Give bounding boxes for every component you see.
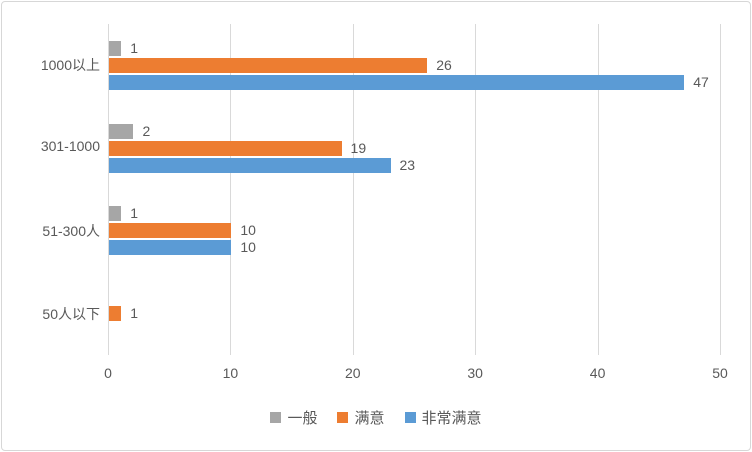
gridline-x-0 bbox=[108, 24, 109, 355]
data-label-very-satisfied-category-0: 47 bbox=[693, 73, 709, 90]
chart-legend: 一般 满意 非常满意 bbox=[2, 407, 750, 428]
data-label-average-category-1: 2 bbox=[142, 122, 151, 139]
bar-average-category-2 bbox=[109, 206, 122, 222]
legend-item-average: 一般 bbox=[270, 407, 317, 428]
legend-label-average: 一般 bbox=[287, 410, 318, 427]
bar-satisfied-category-3 bbox=[109, 306, 122, 322]
category-label-1: 301-1000 bbox=[40, 138, 100, 155]
x-tick-label-10: 10 bbox=[222, 365, 239, 381]
legend-swatch-satisfied bbox=[337, 412, 349, 423]
data-label-satisfied-category-1: 19 bbox=[350, 139, 367, 156]
legend-label-satisfied: 满意 bbox=[354, 410, 385, 427]
category-label-3: 50人以下 bbox=[42, 305, 100, 322]
data-label-satisfied-category-3: 1 bbox=[130, 305, 139, 322]
gridline-x-20 bbox=[352, 24, 354, 355]
legend-swatch-average bbox=[270, 412, 282, 423]
bar-satisfied-category-2 bbox=[109, 223, 232, 239]
x-tick-label-20: 20 bbox=[345, 365, 361, 381]
x-tick-label-40: 40 bbox=[589, 365, 606, 381]
legend-label-very-satisfied: 非常满意 bbox=[421, 410, 482, 427]
bar-average-category-0 bbox=[109, 40, 122, 56]
x-tick-label-30: 30 bbox=[467, 365, 483, 381]
data-label-average-category-0: 1 bbox=[130, 39, 139, 56]
bar-average-category-1 bbox=[109, 123, 134, 139]
data-label-very-satisfied-category-2: 10 bbox=[240, 239, 256, 256]
category-label-2: 51-300人 bbox=[42, 222, 100, 239]
data-label-average-category-2: 1 bbox=[130, 205, 139, 222]
bar-very-satisfied-category-2 bbox=[109, 240, 232, 256]
data-label-satisfied-category-0: 26 bbox=[436, 56, 452, 73]
x-tick-label-50: 50 bbox=[712, 365, 728, 381]
bar-very-satisfied-category-0 bbox=[109, 74, 685, 90]
legend-item-very-satisfied: 非常满意 bbox=[404, 407, 482, 428]
legend-swatch-very-satisfied bbox=[404, 412, 416, 423]
legend-item-satisfied: 满意 bbox=[337, 407, 385, 428]
bar-very-satisfied-category-1 bbox=[109, 157, 391, 173]
bar-satisfied-category-0 bbox=[109, 57, 428, 73]
bar-satisfied-category-1 bbox=[109, 140, 342, 156]
x-tick-label-0: 0 bbox=[104, 365, 112, 381]
gridline-x-30 bbox=[475, 24, 477, 355]
gridline-x-10 bbox=[230, 24, 232, 355]
category-label-0: 1000以上 bbox=[40, 57, 100, 74]
gridline-x-40 bbox=[597, 24, 599, 355]
data-label-satisfied-category-2: 10 bbox=[240, 222, 256, 239]
gridline-x-50 bbox=[720, 24, 721, 355]
data-label-very-satisfied-category-1: 23 bbox=[399, 156, 416, 173]
